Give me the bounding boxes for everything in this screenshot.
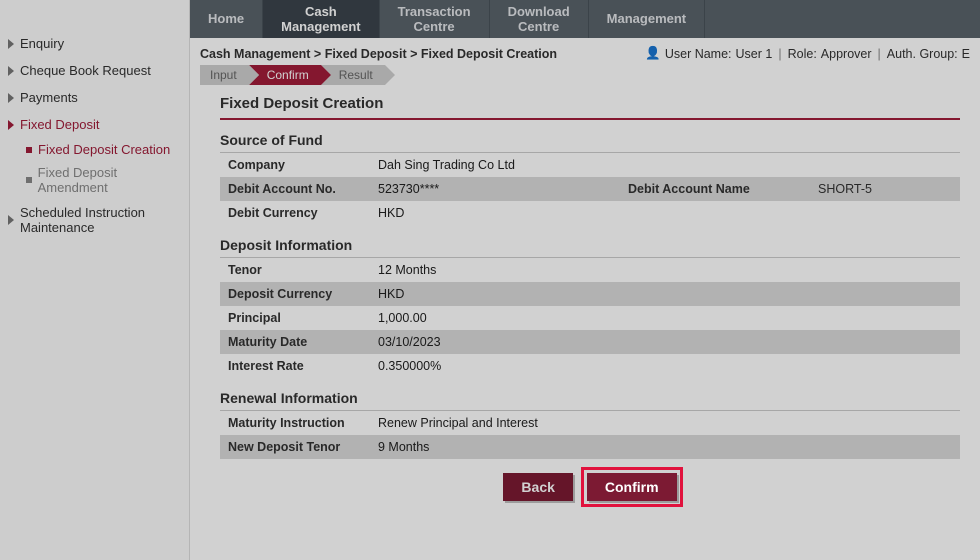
- chevron-down-icon: [8, 120, 14, 130]
- button-row: Back Confirm: [220, 459, 960, 511]
- sidebar-sub-fd-amendment[interactable]: Fixed Deposit Amendment: [26, 161, 181, 199]
- sidebar-label: Fixed Deposit: [20, 117, 99, 132]
- value-deposit-currency: HKD: [378, 287, 628, 301]
- row-debit-account: Debit Account No. 523730**** Debit Accou…: [220, 177, 960, 201]
- row-principal: Principal 1,000.00: [220, 306, 960, 330]
- row-maturity-date: Maturity Date 03/10/2023: [220, 330, 960, 354]
- sidebar-item-cheque-book[interactable]: Cheque Book Request: [8, 57, 181, 84]
- row-debit-currency: Debit Currency HKD: [220, 201, 960, 225]
- row-new-deposit-tenor: New Deposit Tenor 9 Months: [220, 435, 960, 459]
- sidebar-label: Payments: [20, 90, 78, 105]
- sidebar-item-scheduled-instruction[interactable]: Scheduled Instruction Maintenance: [8, 199, 181, 241]
- label-debit-account-name: Debit Account Name: [628, 182, 818, 196]
- content-area: Fixed Deposit Creation Source of Fund Co…: [190, 91, 980, 511]
- label-maturity-instruction: Maturity Instruction: [228, 416, 378, 430]
- top-nav: Home CashManagement TransactionCentre Do…: [190, 0, 980, 38]
- section-renewal-title: Renewal Information: [220, 378, 960, 411]
- value-interest-rate: 0.350000%: [378, 359, 628, 373]
- nav-cash-management[interactable]: CashManagement: [263, 0, 379, 38]
- value-tenor: 12 Months: [378, 263, 628, 277]
- row-interest-rate: Interest Rate 0.350000%: [220, 354, 960, 378]
- row-company: Company Dah Sing Trading Co Ltd: [220, 153, 960, 177]
- chevron-right-icon: [8, 215, 14, 225]
- sidebar-label: Enquiry: [20, 36, 64, 51]
- main-panel: Home CashManagement TransactionCentre Do…: [190, 0, 980, 560]
- user-label: User Name:: [665, 47, 732, 61]
- label-tenor: Tenor: [228, 263, 378, 277]
- label-debit-currency: Debit Currency: [228, 206, 378, 220]
- auth-label: Auth. Group:: [887, 47, 958, 61]
- page-title: Fixed Deposit Creation: [220, 91, 960, 120]
- chevron-right-icon: [8, 39, 14, 49]
- step-input[interactable]: Input: [200, 65, 249, 85]
- chevron-right-icon: [8, 93, 14, 103]
- sidebar-label: Scheduled Instruction Maintenance: [20, 205, 181, 235]
- square-bullet-icon: [26, 147, 32, 153]
- value-company: Dah Sing Trading Co Ltd: [378, 158, 628, 172]
- user-icon: 👤: [645, 46, 661, 61]
- label-new-deposit-tenor: New Deposit Tenor: [228, 440, 378, 454]
- value-debit-currency: HKD: [378, 206, 628, 220]
- step-confirm[interactable]: Confirm: [249, 65, 321, 85]
- sidebar-item-payments[interactable]: Payments: [8, 84, 181, 111]
- wizard-steps: Input Confirm Result: [190, 65, 980, 91]
- row-deposit-currency: Deposit Currency HKD: [220, 282, 960, 306]
- value-maturity-date: 03/10/2023: [378, 335, 628, 349]
- breadcrumb-row: Cash Management > Fixed Deposit > Fixed …: [190, 38, 980, 65]
- back-button[interactable]: Back: [503, 473, 572, 501]
- section-deposit-title: Deposit Information: [220, 225, 960, 258]
- nav-download-centre[interactable]: DownloadCentre: [490, 0, 589, 38]
- sidebar-label: Cheque Book Request: [20, 63, 151, 78]
- nav-management[interactable]: Management: [589, 0, 705, 38]
- role-value: Approver: [821, 47, 872, 61]
- label-deposit-currency: Deposit Currency: [228, 287, 378, 301]
- square-bullet-icon: [26, 177, 32, 183]
- breadcrumb: Cash Management > Fixed Deposit > Fixed …: [200, 47, 557, 61]
- label-principal: Principal: [228, 311, 378, 325]
- value-debit-account-name: SHORT-5: [818, 182, 952, 196]
- section-source-title: Source of Fund: [220, 120, 960, 153]
- chevron-right-icon: [8, 66, 14, 76]
- label-interest-rate: Interest Rate: [228, 359, 378, 373]
- sidebar: Enquiry Cheque Book Request Payments Fix…: [0, 0, 190, 560]
- sidebar-item-enquiry[interactable]: Enquiry: [8, 30, 181, 57]
- user-name: User 1: [736, 47, 773, 61]
- value-maturity-instruction: Renew Principal and Interest: [378, 416, 538, 430]
- value-new-deposit-tenor: 9 Months: [378, 440, 628, 454]
- label-debit-account: Debit Account No.: [228, 182, 378, 196]
- confirm-button[interactable]: Confirm: [587, 473, 677, 501]
- auth-value: E: [962, 47, 970, 61]
- label-maturity-date: Maturity Date: [228, 335, 378, 349]
- sidebar-sub-label: Fixed Deposit Amendment: [38, 165, 181, 195]
- row-maturity-instruction: Maturity Instruction Renew Principal and…: [220, 411, 960, 435]
- value-debit-account: 523730****: [378, 182, 628, 196]
- sidebar-sub-fd-creation[interactable]: Fixed Deposit Creation: [26, 138, 181, 161]
- row-tenor: Tenor 12 Months: [220, 258, 960, 282]
- label-company: Company: [228, 158, 378, 172]
- nav-home[interactable]: Home: [190, 0, 263, 38]
- sidebar-item-fixed-deposit[interactable]: Fixed Deposit: [8, 111, 181, 138]
- value-principal: 1,000.00: [378, 311, 628, 325]
- role-label: Role:: [788, 47, 817, 61]
- nav-transaction-centre[interactable]: TransactionCentre: [380, 0, 490, 38]
- sidebar-sub-label: Fixed Deposit Creation: [38, 142, 170, 157]
